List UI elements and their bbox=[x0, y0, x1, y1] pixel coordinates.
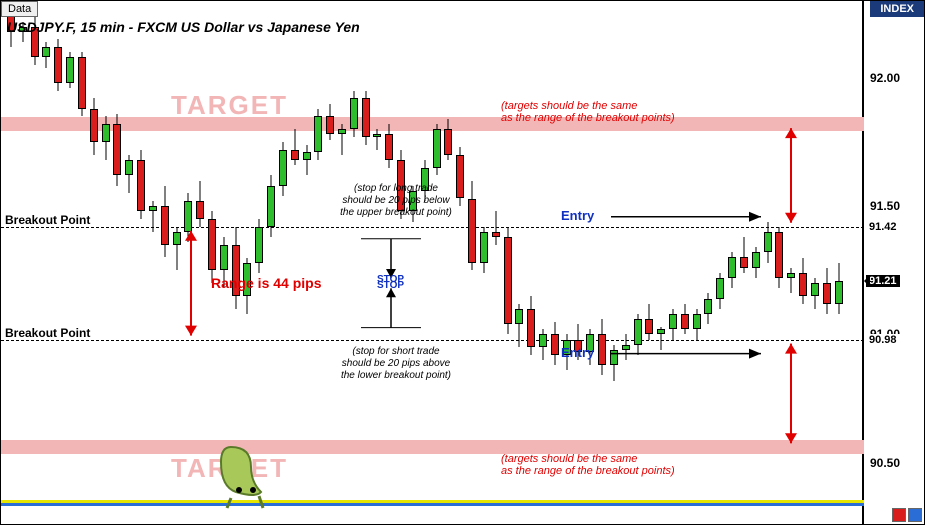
candle bbox=[693, 309, 701, 340]
stop-note: (stop for short tradeshould be 20 pips a… bbox=[316, 346, 476, 382]
entry-upper: Entry bbox=[561, 208, 594, 223]
candle bbox=[279, 142, 287, 196]
candle bbox=[196, 181, 204, 227]
candle bbox=[527, 296, 535, 355]
candle bbox=[610, 345, 618, 381]
candle bbox=[645, 304, 653, 340]
breakout-line bbox=[1, 340, 864, 341]
candle bbox=[551, 322, 559, 366]
breakout-line bbox=[1, 227, 864, 228]
candle bbox=[54, 39, 62, 90]
data-tab[interactable]: Data bbox=[1, 1, 38, 17]
candle bbox=[232, 227, 240, 309]
candle bbox=[137, 150, 145, 219]
target-label: TARGET bbox=[171, 453, 288, 484]
candle bbox=[716, 273, 724, 309]
candle bbox=[255, 219, 263, 273]
candle bbox=[314, 109, 322, 160]
index-tab[interactable]: INDEX bbox=[870, 1, 924, 17]
candle bbox=[811, 278, 819, 309]
candle bbox=[42, 42, 50, 68]
candle bbox=[161, 186, 169, 258]
candle bbox=[90, 98, 98, 154]
candle bbox=[740, 237, 748, 273]
y-tick: 90.50 bbox=[870, 456, 900, 470]
candle bbox=[184, 193, 192, 242]
candle bbox=[362, 91, 370, 145]
candle bbox=[681, 304, 689, 335]
candle bbox=[66, 52, 74, 88]
target-label: TARGET bbox=[171, 90, 288, 121]
candle bbox=[373, 129, 381, 150]
candle bbox=[622, 334, 630, 360]
y-tick: 91.50 bbox=[870, 199, 900, 213]
candle bbox=[480, 227, 488, 273]
candle bbox=[78, 52, 86, 116]
candle bbox=[303, 145, 311, 176]
candle bbox=[444, 119, 452, 160]
candle bbox=[125, 155, 133, 193]
candle bbox=[515, 304, 523, 348]
candle bbox=[787, 268, 795, 294]
bottom-line-blue bbox=[1, 503, 864, 506]
candle bbox=[267, 175, 275, 237]
candle bbox=[492, 211, 500, 244]
price-marker: 90.98 bbox=[866, 334, 900, 346]
candle bbox=[113, 114, 121, 186]
plot-area: TARGET TARGET Breakout Point Breakout Point… bbox=[1, 1, 864, 514]
candle bbox=[764, 222, 772, 263]
chart-container: Data INDEX USDJPY.F, 15 min - FXCM US Do… bbox=[0, 0, 925, 525]
candle bbox=[504, 227, 512, 335]
candle bbox=[598, 319, 606, 375]
y-axis: 90.5091.0091.5092.0090.9891.4291.21 bbox=[862, 1, 924, 525]
target-note: (targets should be the sameas the range … bbox=[501, 453, 761, 477]
breakout-point-label: Breakout Point bbox=[5, 326, 90, 340]
corner-btn-2[interactable] bbox=[908, 508, 922, 522]
stop-note: (stop for long tradeshould be 20 pips be… bbox=[316, 183, 476, 219]
target-band bbox=[1, 440, 864, 454]
candle bbox=[835, 263, 843, 314]
candle bbox=[657, 327, 665, 350]
candle bbox=[433, 124, 441, 175]
candle bbox=[102, 116, 110, 160]
candle bbox=[539, 329, 547, 360]
breakout-point-label: Breakout Point bbox=[5, 213, 90, 227]
candle bbox=[775, 227, 783, 289]
target-note: (targets should be the sameas the range … bbox=[501, 100, 761, 124]
y-tick: 92.00 bbox=[870, 71, 900, 85]
candle bbox=[208, 211, 216, 283]
corner-buttons bbox=[892, 508, 922, 522]
candle bbox=[149, 201, 157, 232]
candle bbox=[291, 129, 299, 165]
candle bbox=[823, 268, 831, 314]
chart-title: USDJPY.F, 15 min - FXCM US Dollar vs Jap… bbox=[7, 19, 360, 35]
candle bbox=[634, 314, 642, 355]
candle bbox=[669, 309, 677, 340]
entry-lower: Entry bbox=[561, 345, 594, 360]
candle bbox=[326, 104, 334, 140]
price-marker-current: 91.21 bbox=[866, 275, 900, 287]
candle bbox=[704, 293, 712, 324]
candle bbox=[728, 252, 736, 288]
candle bbox=[752, 247, 760, 278]
candle bbox=[385, 124, 393, 168]
candle bbox=[799, 258, 807, 304]
stop-label: STOP bbox=[377, 274, 404, 285]
candle bbox=[350, 91, 358, 137]
price-marker: 91.42 bbox=[866, 221, 900, 233]
candle bbox=[173, 227, 181, 271]
range-label: Range is 44 pips bbox=[211, 275, 321, 291]
candle bbox=[338, 124, 346, 155]
corner-btn-1[interactable] bbox=[892, 508, 906, 522]
